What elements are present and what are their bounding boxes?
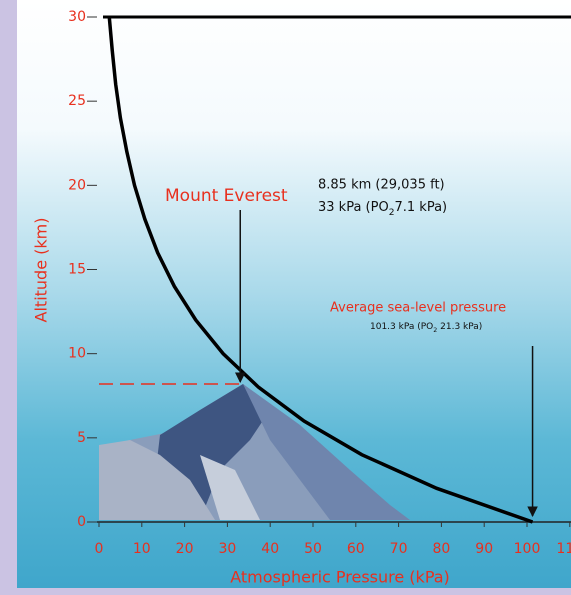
annotation-text-part: 7.1 kPa) [395, 200, 448, 215]
y-tick-label: 25 [68, 93, 86, 109]
x-tick-label: 30 [218, 541, 236, 557]
x-tick-label: 50 [304, 541, 322, 557]
x-tick-label: 90 [475, 541, 493, 557]
y-tick-label: 5 [77, 430, 86, 446]
x-tick-label: 110 [556, 541, 571, 557]
y-tick-label: 20 [68, 177, 86, 193]
annotation-text-part: 33 kPa (PO [318, 200, 389, 215]
x-axis-label: Atmospheric Pressure (kPa) [230, 568, 450, 587]
x-tick-label: 10 [133, 541, 151, 557]
y-tick-label: 30 [68, 9, 86, 25]
x-tick-label: 60 [347, 541, 365, 557]
x-tick-label: 100 [514, 541, 541, 557]
annotation-text-part: 21.3 kPa) [437, 322, 482, 332]
annotation-title: Average sea-level pressure [330, 301, 506, 316]
x-tick-label: 70 [390, 541, 408, 557]
x-tick-label: 0 [95, 541, 104, 557]
x-tick-label: 20 [176, 541, 194, 557]
y-tick-label: 10 [68, 346, 86, 362]
annotation-text-part: 101.3 kPa (PO [370, 322, 433, 332]
x-tick-label: 40 [261, 541, 279, 557]
annotation-text: 8.85 km (29,035 ft) [318, 178, 445, 193]
y-tick-label: 0 [77, 514, 86, 530]
annotation-title: Mount Everest [165, 186, 288, 206]
chart: 0 5 10 15 20 25 30 0 10 20 30 40 50 60 70 80 90 100 110 Atm… [0, 0, 571, 595]
y-axis-label: Altitude (km) [32, 218, 51, 323]
y-tick-label: 15 [68, 262, 86, 278]
x-tick-label: 80 [432, 541, 450, 557]
